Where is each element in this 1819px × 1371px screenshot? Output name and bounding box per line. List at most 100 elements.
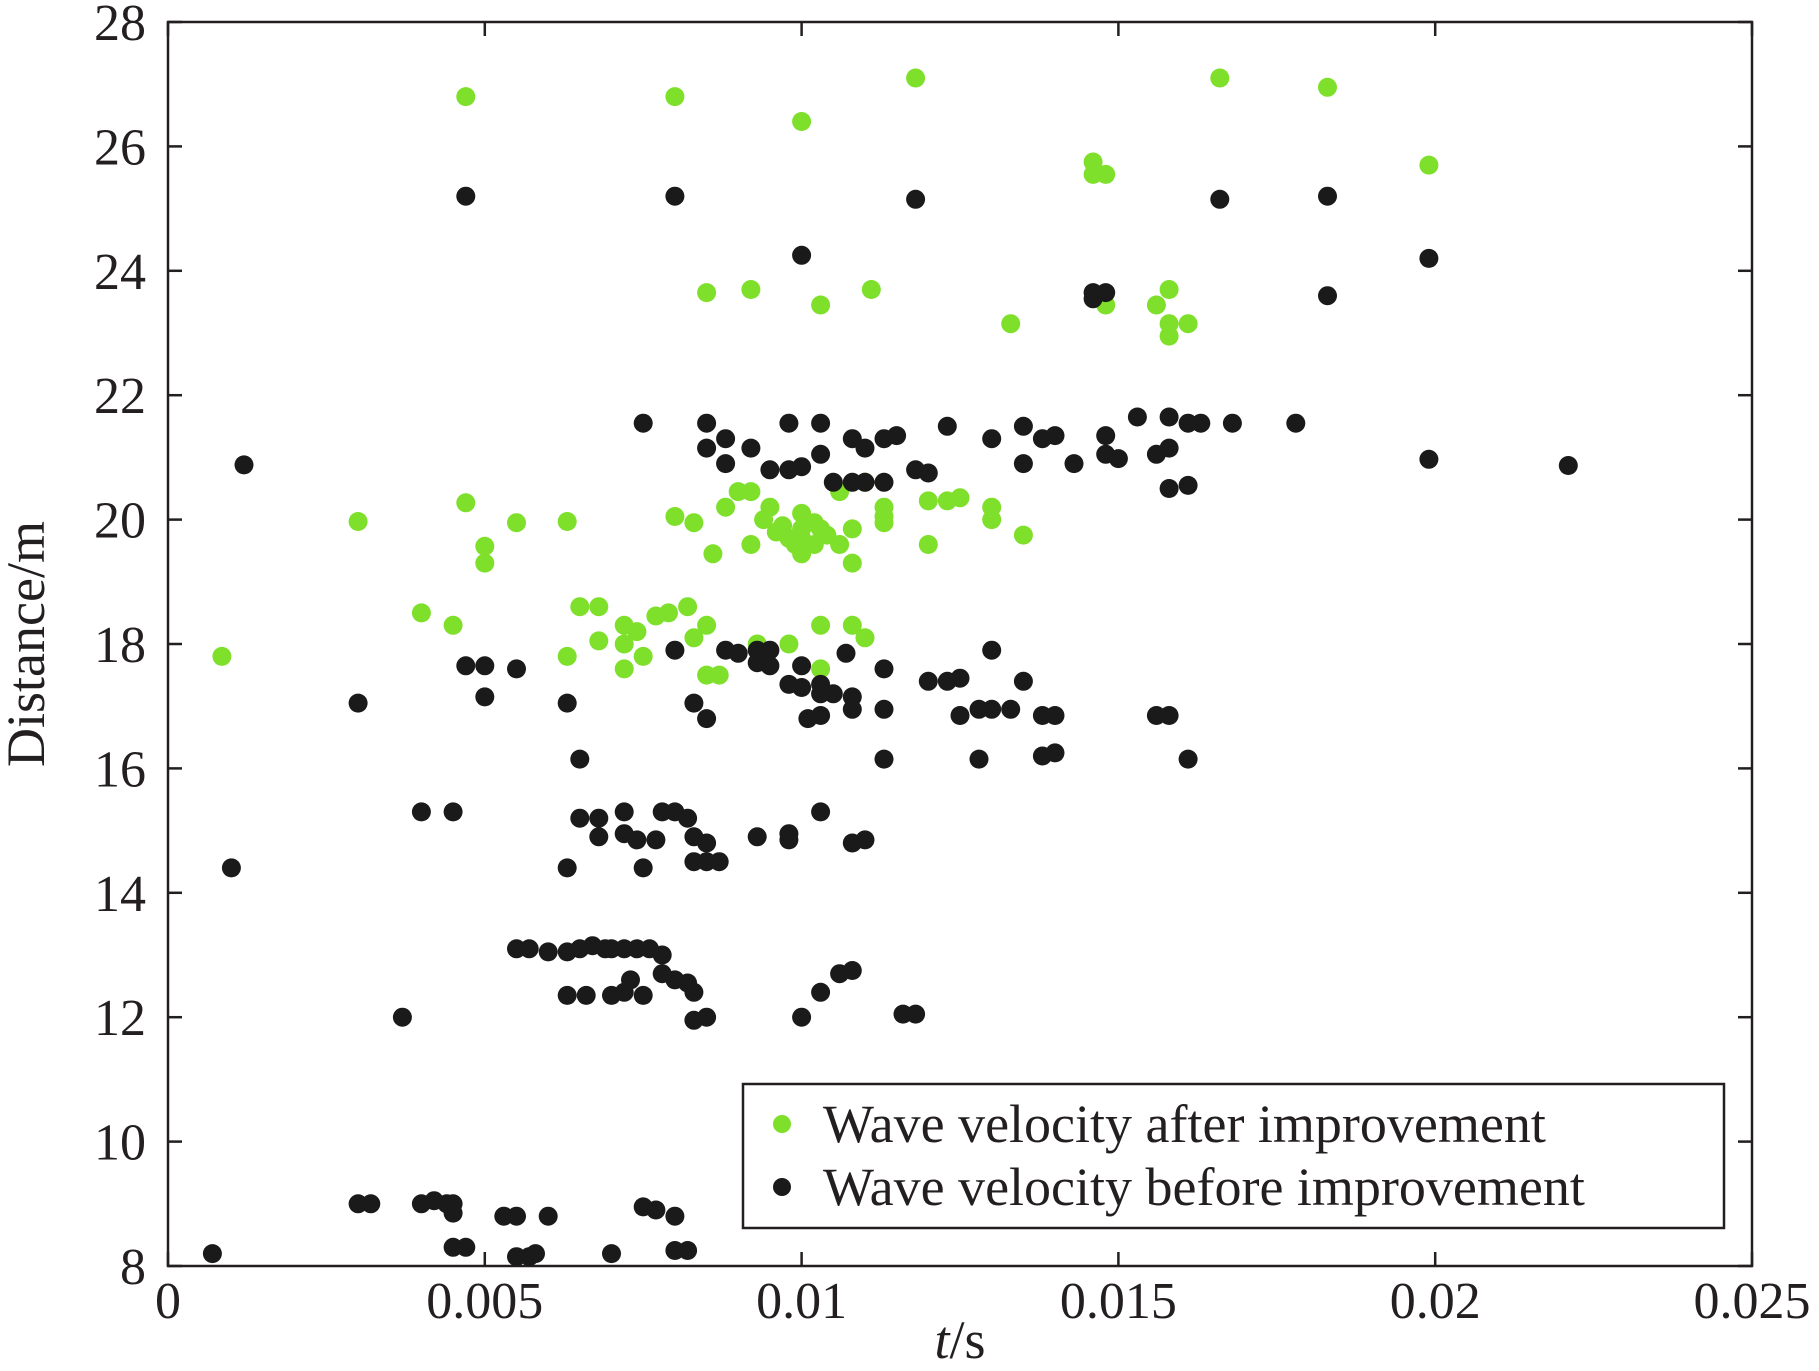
data-point [475,687,495,707]
data-point [621,970,640,990]
y-tick-label: 22 [94,368,146,425]
data-point [678,597,698,617]
data-point [627,830,647,850]
data-point [716,429,736,449]
data-points [202,68,1578,1267]
data-point [456,656,476,676]
data-point [633,985,653,1005]
data-point [697,709,717,729]
data-point [589,827,609,847]
data-point [526,1244,545,1264]
data-point [887,426,907,446]
data-point [969,749,989,769]
series-group [202,186,1578,1267]
data-point [855,830,875,850]
data-point [507,1247,526,1267]
data-point [950,706,970,725]
data-point [811,706,831,725]
data-point [697,413,717,433]
data-point [823,472,843,492]
data-point [1178,475,1198,495]
data-point [475,656,495,676]
data-point [684,513,704,533]
data-point [874,699,894,719]
data-point [842,615,862,635]
data-point [456,186,476,206]
x-tick-label: 0 [155,1273,181,1330]
data-point [589,808,609,828]
data-point [684,693,704,713]
data-point [538,1206,558,1226]
data-point [918,491,938,511]
data-point [348,512,368,531]
data-point [779,413,799,433]
data-point [1210,68,1230,88]
data-point [779,830,799,850]
data-point [1013,671,1033,691]
data-point [950,488,970,508]
data-point [811,615,831,635]
data-point [1064,454,1084,474]
legend-label-before: Wave velocity before improvement [823,1157,1585,1217]
data-point [665,507,685,526]
data-point [855,628,875,648]
data-point [570,808,590,828]
data-point [633,413,653,433]
data-point [1159,326,1179,346]
data-point [456,87,476,107]
data-point [443,615,463,635]
data-point [1096,164,1116,184]
data-point [982,429,1002,449]
data-point [1001,314,1021,334]
data-point [779,634,799,654]
data-point [1318,186,1337,206]
data-point [557,693,577,713]
data-point [507,1206,526,1226]
data-point [792,656,812,676]
data-point [855,472,875,492]
data-point [443,802,463,822]
data-point [747,827,767,847]
data-point [1419,248,1439,268]
data-point [906,68,926,88]
data-point [982,699,1002,719]
y-tick-label: 18 [94,617,146,674]
data-point [665,1206,685,1226]
data-point [614,659,634,679]
data-point [792,245,812,265]
y-tick-label: 28 [94,0,146,52]
data-point [589,631,609,651]
data-point [1096,283,1116,303]
data-point [842,553,862,573]
data-point [507,659,526,679]
data-point [982,510,1002,530]
data-point [665,640,685,660]
data-point [937,416,957,436]
data-point [918,463,938,483]
data-point [684,628,704,648]
data-point [716,497,736,517]
data-point [678,1241,698,1260]
data-point [874,659,894,679]
data-point [519,939,539,959]
x-axis-label-unit: /s [949,1310,985,1370]
data-point [918,671,938,691]
data-point [1013,454,1033,474]
data-point [1096,426,1116,446]
y-tick-label: 16 [94,741,146,798]
data-point [1318,286,1337,306]
data-point [557,512,577,531]
plot-area [166,20,1754,1268]
axis-ticks [166,20,1754,1268]
data-point [982,640,1002,660]
data-point [392,1007,412,1027]
data-point [874,749,894,769]
x-tick-label: 0.015 [1060,1273,1177,1330]
x-axis-label: t/s [934,1310,985,1370]
data-point [475,553,495,573]
data-point [1558,456,1578,475]
data-point [1146,295,1166,315]
data-point [842,519,862,539]
y-axis-label: Distance/m [0,521,56,767]
